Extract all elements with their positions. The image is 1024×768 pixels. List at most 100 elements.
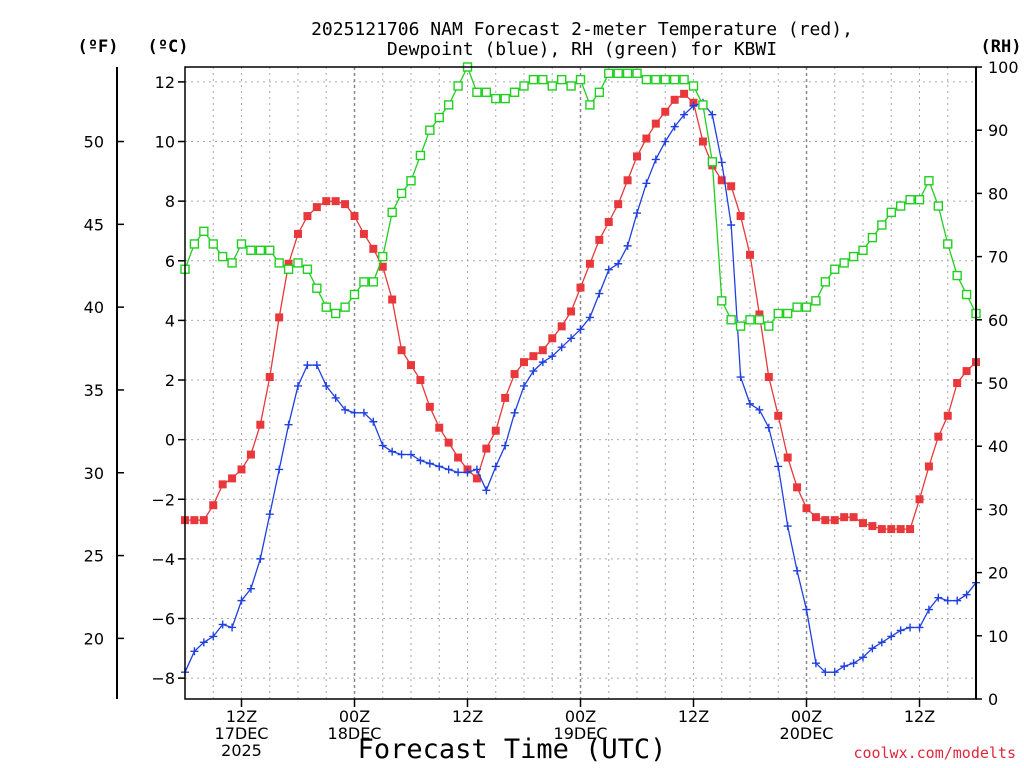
temperature-point: [746, 250, 754, 259]
rh-point: [641, 74, 652, 85]
rh-point: [359, 277, 369, 287]
rh-point: [604, 68, 614, 79]
rh-series: [180, 62, 981, 331]
rh-point: [425, 125, 435, 135]
temperature-point: [934, 432, 943, 441]
temperature-point: [962, 367, 971, 376]
rh-point: [538, 74, 548, 85]
rh-point: [566, 81, 576, 91]
temperature-point: [190, 516, 199, 525]
rh-point: [585, 100, 595, 110]
credit-link[interactable]: coolwx.com/modelts: [853, 744, 1016, 762]
rh-point: [217, 251, 228, 262]
x-tick-label: 19DEC: [554, 724, 608, 743]
dewpoint-point: [877, 638, 886, 647]
dewpoint-point: [614, 259, 623, 268]
rh-point: [717, 296, 727, 306]
rh-point: [491, 93, 501, 104]
rh-point: [255, 245, 266, 255]
dewpoint-point: [463, 468, 472, 477]
rh-point: [575, 74, 586, 85]
rh-point: [914, 195, 925, 205]
rh-point: [547, 81, 557, 91]
x-tick-label: 00Z: [339, 707, 370, 726]
celsius-tick-label: 12: [155, 73, 175, 92]
temperature-point: [915, 495, 924, 504]
rh-tick-label: 70: [988, 248, 1008, 267]
rh-point: [707, 157, 718, 167]
rh-point: [754, 315, 765, 325]
temperature-point: [595, 235, 604, 244]
rh-point: [312, 283, 322, 293]
dewpoint-point: [501, 441, 510, 450]
dewpoint-point: [859, 653, 867, 662]
dewpoint-point: [830, 668, 839, 677]
rh-point: [481, 87, 492, 97]
fahrenheit-tick-label: 50: [84, 133, 104, 152]
rh-point: [293, 258, 303, 268]
temperature-point: [604, 218, 613, 227]
rh-point: [669, 74, 680, 85]
temperature-point: [444, 438, 453, 447]
dewpoint-point: [595, 289, 604, 298]
plot-frame: [184, 66, 977, 700]
fahrenheit-tick-label: 45: [84, 215, 104, 234]
temperature-point: [416, 376, 425, 385]
rh-point: [895, 201, 906, 211]
dewpoint-point: [849, 659, 858, 668]
dewpoint-point: [482, 486, 491, 495]
rh-point: [378, 251, 388, 262]
rh-point: [189, 239, 200, 249]
dewpoint-series: [181, 98, 980, 677]
rh-point: [453, 81, 463, 91]
temperature-point: [811, 513, 820, 522]
temperature-point: [680, 89, 689, 98]
rh-point: [782, 308, 793, 319]
dewpoint-point: [303, 361, 312, 370]
dewpoint-point: [529, 367, 538, 376]
temperature-point: [557, 322, 566, 331]
x-tick-label: 17DEC: [215, 724, 269, 743]
rh-point: [396, 188, 407, 199]
temperature-point: [924, 462, 933, 471]
dewpoint-point: [962, 590, 971, 599]
dewpoint-point: [651, 155, 660, 164]
x-tick-label: 00Z: [791, 707, 822, 726]
rh-point: [594, 87, 605, 97]
temperature-point: [717, 176, 726, 185]
dewpoint-point: [237, 596, 246, 605]
temperature-point: [199, 516, 208, 525]
dewpoint-point: [284, 420, 293, 429]
dewpoint-point: [774, 462, 783, 471]
temperature-point: [218, 480, 227, 489]
rh-point: [943, 239, 953, 249]
dewpoint-point: [388, 447, 397, 456]
temperature-point: [670, 95, 679, 104]
x-tick-label: 12Z: [904, 707, 935, 726]
dewpoint-point: [209, 632, 218, 641]
rh-point: [867, 232, 878, 243]
dewpoint-point: [783, 522, 792, 531]
dewpoint-point: [604, 265, 613, 274]
fahrenheit-tick-label: 30: [84, 464, 104, 483]
temperature-point: [407, 361, 415, 370]
rh-tick-label: 20: [988, 564, 1008, 583]
dewpoint-point: [520, 381, 528, 390]
rh-point: [773, 308, 783, 319]
dewpoint-point: [934, 593, 943, 602]
x-tick-label: 20DEC: [780, 724, 834, 743]
dewpoint-point: [407, 450, 415, 459]
rh-point: [509, 87, 520, 97]
dewpoint-point: [642, 179, 651, 188]
temperature-point: [303, 212, 312, 221]
rh-point: [679, 74, 689, 85]
dewpoint-point: [689, 101, 698, 110]
temperature-point: [256, 420, 265, 429]
dewpoint-point: [246, 584, 255, 593]
celsius-axis-ticks: −8 −6 −4 −2 0 2 4 6 8 10 12: [151, 73, 185, 688]
rh-tick-label: 90: [988, 121, 1008, 140]
temperature-point: [359, 229, 368, 238]
temperature-point: [849, 513, 858, 522]
celsius-tick-label: 4: [165, 311, 175, 330]
